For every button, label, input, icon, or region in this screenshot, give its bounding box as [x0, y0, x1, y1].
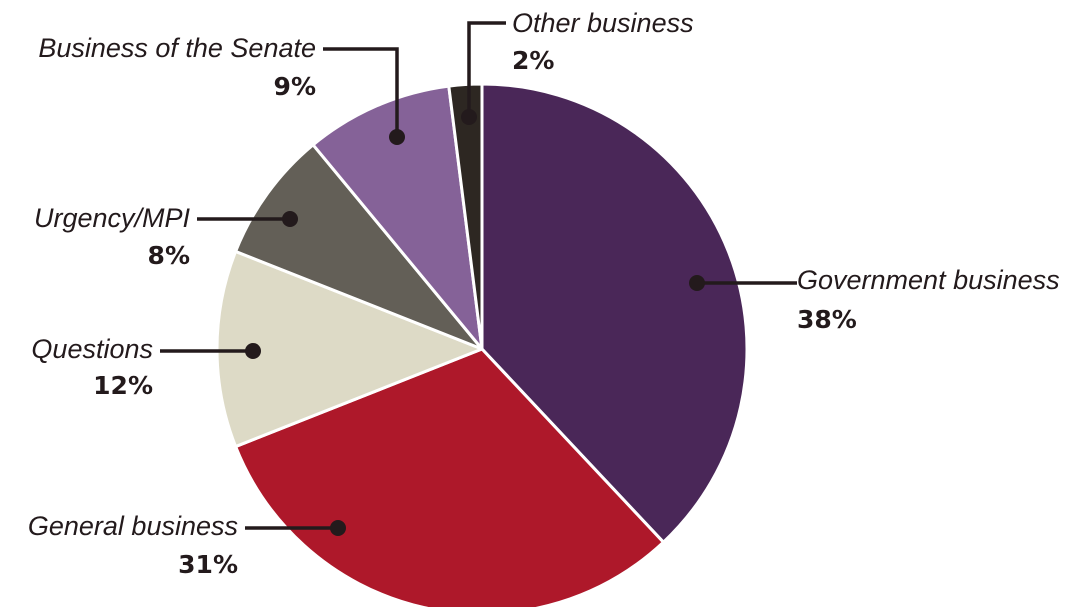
- leader-dot-other-business: [461, 109, 477, 125]
- slice-value-other-business: 2%: [512, 46, 554, 75]
- pie-slice-business-of-the-senate: [311, 84, 484, 351]
- leader-dot-urgency-mpi: [282, 211, 298, 227]
- leader-line-other-business: [467, 21, 506, 117]
- label-government-business: Government business 38%: [797, 265, 1060, 334]
- leader-dot-general-business: [330, 520, 346, 536]
- slice-label-government-business: Government business: [797, 265, 1060, 295]
- slice-label-general-business: General business: [28, 511, 238, 541]
- leader-dot-questions: [245, 343, 261, 359]
- leader-dot-government-business: [689, 275, 705, 291]
- slice-label-questions: Questions: [31, 334, 153, 364]
- label-urgency-mpi: Urgency/MPI 8%: [34, 203, 191, 270]
- label-business-of-the-senate: Business of the Senate 9%: [38, 33, 316, 101]
- slice-value-business-of-the-senate: 9%: [274, 72, 316, 101]
- pie-slice-urgency-mpi: [234, 143, 484, 351]
- label-general-business: General business 31%: [28, 511, 238, 579]
- leader-dot-business-of-the-senate: [389, 129, 405, 145]
- pie-slice-other-business: [447, 82, 484, 351]
- slice-value-government-business: 38%: [797, 305, 857, 334]
- pie-slice-questions: [215, 249, 484, 449]
- slice-value-general-business: 31%: [178, 550, 238, 579]
- slice-value-questions: 12%: [93, 371, 153, 400]
- pie-slices: [215, 82, 749, 607]
- slice-label-other-business: Other business: [512, 8, 694, 38]
- leader-lines: [160, 21, 797, 536]
- label-questions: Questions 12%: [31, 334, 153, 400]
- label-other-business: Other business 2%: [512, 8, 694, 75]
- pie-slice-government-business: [480, 82, 749, 544]
- slice-label-urgency-mpi: Urgency/MPI: [34, 203, 191, 233]
- slice-value-urgency-mpi: 8%: [148, 241, 190, 270]
- slice-label-business-of-the-senate: Business of the Senate: [38, 33, 316, 63]
- pie-slice-general-business: [234, 347, 665, 607]
- leader-line-business-of-the-senate: [323, 47, 399, 137]
